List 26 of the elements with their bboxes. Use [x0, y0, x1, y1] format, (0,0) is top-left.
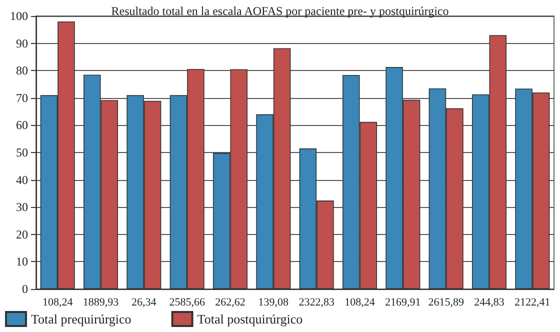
y-tick-label: 0 [22, 282, 28, 296]
x-tick-label: 2585,66 [169, 296, 206, 308]
x-tick-label: 262,62 [215, 296, 246, 308]
x-tick-label: 108,24 [344, 296, 376, 308]
y-tick-label: 20 [16, 227, 28, 242]
x-tick-label: 139,08 [258, 296, 290, 308]
x-tick-label: 244,83 [474, 296, 505, 308]
y-tick-label: 30 [16, 200, 28, 214]
y-tick-label: 100 [10, 9, 28, 23]
x-tick-label: 1889,93 [82, 296, 120, 308]
legend-label: Total postquirúrgico [197, 312, 303, 326]
x-tick-label: 2169,91 [385, 296, 421, 308]
legend-label: Total prequirúrgico [31, 312, 132, 326]
x-tick-label: 2322,83 [298, 296, 335, 308]
x-tick-label: 26,34 [132, 296, 157, 308]
y-tick-label: 70 [16, 90, 28, 105]
x-tick-label: 108,24 [42, 296, 74, 308]
y-tick-label: 40 [16, 172, 28, 187]
chart-title: Resultado total en la escala AOFAS por paciente pre- y postquirúrgico [111, 4, 449, 18]
y-tick-label: 10 [16, 254, 28, 269]
y-tick-label: 60 [16, 118, 28, 132]
y-tick-label: 90 [16, 36, 28, 50]
x-tick-label: 2615,89 [428, 296, 464, 308]
x-tick-label: 2122,41 [514, 296, 550, 308]
y-tick-label: 50 [16, 146, 28, 160]
y-tick-label: 80 [16, 64, 28, 78]
